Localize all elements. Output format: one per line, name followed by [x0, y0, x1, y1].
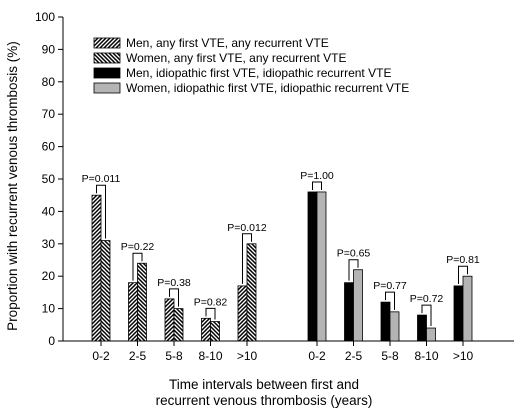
x-tick-label: >10 [453, 349, 474, 363]
y-tick-label: 60 [42, 140, 56, 154]
legend: Men, any first VTE, any recurrent VTEWom… [93, 36, 409, 95]
legend-swatch [93, 67, 121, 79]
p-value-label: P=1.00 [300, 170, 334, 182]
y-tick-label: 100 [35, 10, 55, 24]
p-value-bracket [205, 307, 216, 320]
bar-any-men [237, 285, 248, 342]
bar-idiopathic-women [353, 269, 363, 342]
bar-any-women [210, 321, 220, 342]
p-value-label: P=0.72 [410, 293, 444, 305]
p-value-bracket [96, 184, 106, 239]
p-value-bracket [421, 304, 432, 327]
bar-any-women [100, 240, 111, 342]
x-tick-label: 0-2 [92, 349, 110, 363]
bar-any-men [201, 317, 211, 342]
y-tick-label: 10 [42, 302, 56, 316]
bar-any-men [164, 298, 175, 342]
bar-idiopathic-men [307, 191, 318, 342]
p-value-label: P=0.77 [373, 280, 407, 292]
p-value-bracket [169, 288, 179, 307]
bar-idiopathic-women [462, 275, 473, 342]
x-axis-title-line-2: recurrent venous thrombosis (years) [156, 393, 373, 408]
bar-any-women [173, 308, 184, 342]
y-tick-label: 70 [42, 107, 56, 121]
bar-idiopathic-men [344, 282, 354, 342]
bar-any-women [137, 262, 147, 342]
bar-idiopathic-women [389, 311, 400, 342]
p-value-annotations: P=0.011 P=0.22 P=0.38P=0.82 P=0.012 P=1.00 P=… [82, 170, 480, 327]
y-tick-label: 30 [42, 237, 56, 251]
x-tick-label: 2-5 [345, 349, 363, 363]
bar-idiopathic-women [316, 191, 327, 342]
legend-swatch [93, 52, 121, 64]
p-value-label: P=0.82 [194, 296, 228, 308]
p-value-bracket [132, 252, 143, 281]
p-value-label: P=0.65 [337, 248, 371, 260]
legend-label: Women, any first VTE, any recurrent VTE [126, 51, 347, 65]
y-tick-label: 80 [42, 75, 56, 89]
x-tick-label: 8-10 [198, 349, 222, 363]
bars [91, 191, 473, 342]
x-tick-label: 2-5 [129, 349, 147, 363]
p-value-label: P=0.012 [227, 222, 267, 234]
x-tick-label: 5-8 [165, 349, 183, 363]
p-value-bracket [385, 291, 395, 310]
x-tick-label: 0-2 [308, 349, 326, 363]
y-tick-label: 20 [42, 269, 56, 283]
y-tick-label: 50 [42, 172, 56, 186]
legend-swatch [93, 82, 121, 94]
bar-idiopathic-men [453, 285, 464, 342]
legend-label: Men, any first VTE, any recurrent VTE [126, 36, 329, 50]
x-tick-label: >10 [237, 349, 258, 363]
bar-any-men [91, 194, 102, 342]
bar-idiopathic-men [417, 314, 427, 342]
x-tick-label: 8-10 [414, 349, 438, 363]
y-axis-title: Proportion with recurrent venous thrombo… [5, 41, 20, 331]
x-axis-title-line-1: Time intervals between first and [169, 377, 359, 392]
p-value-bracket [348, 259, 359, 281]
p-value-label: P=0.38 [157, 277, 191, 289]
y-tick-label: 40 [42, 204, 56, 218]
p-value-label: P=0.81 [446, 254, 480, 266]
p-value-label: P=0.011 [82, 173, 121, 185]
y-axis: 0 10 20 30 40 50 60 70 80 90 100 [35, 10, 64, 348]
p-value-bracket [458, 265, 468, 284]
p-value-label: P=0.22 [121, 241, 155, 253]
bar-any-men [128, 282, 138, 342]
legend-swatch [93, 37, 121, 49]
p-value-bracket [242, 233, 252, 284]
bar-idiopathic-women [426, 327, 436, 342]
legend-label: Men, idiopathic first VTE, idiopathic re… [126, 66, 391, 80]
bar-idiopathic-men [380, 301, 391, 342]
p-value-bracket [312, 181, 322, 190]
x-axis: 0-2 2-5 5-8 8-10 >10 0-2 2-5 5-8 8-10 >10 [63, 340, 514, 363]
x-tick-label: 5-8 [381, 349, 399, 363]
y-tick-label: 90 [42, 42, 56, 56]
bar-any-women [246, 243, 257, 342]
y-tick-label: 0 [48, 334, 55, 348]
legend-label: Women, idiopathic first VTE, idiopathic … [126, 81, 409, 95]
